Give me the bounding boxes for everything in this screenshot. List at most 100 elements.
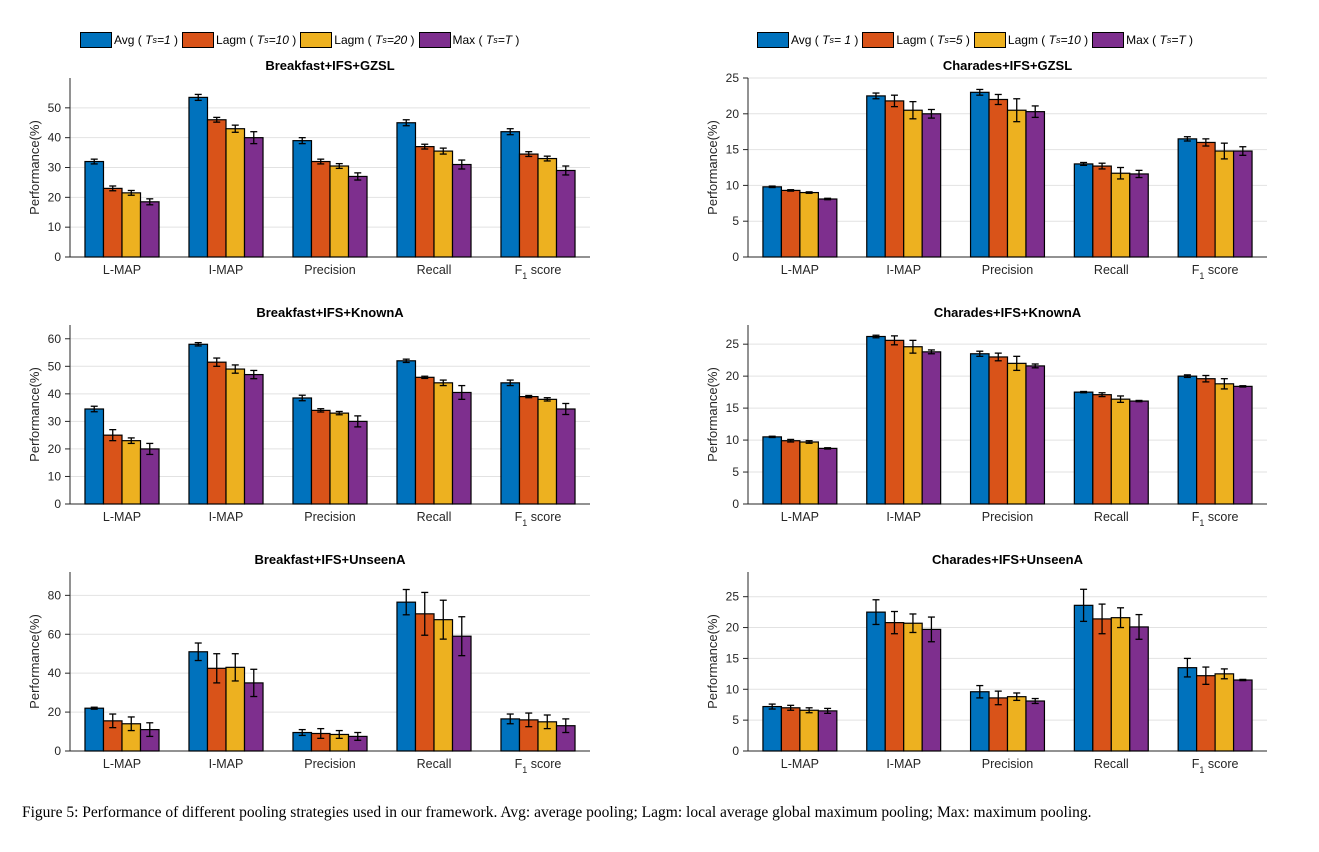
chart-panel: Breakfast+IFS+UnseenA 0 20 40 60 80 Performanc… [27,552,590,775]
bar [292,140,313,258]
x-tick-label: L-MAP [103,510,141,524]
legend-close: ) [174,33,179,47]
bar [1214,673,1235,752]
legend-close: ) [1084,33,1089,47]
bar [414,376,435,505]
bar [347,420,368,505]
y-tick-label: 25 [726,337,740,351]
y-tick-label: 80 [48,588,62,602]
legend-sub: s [382,35,387,45]
y-tick-label: 40 [48,387,62,401]
bar [225,128,246,258]
bar [1006,696,1027,752]
bar [780,707,801,752]
chart-title: Breakfast+IFS+GZSL [265,58,394,73]
y-tick-label: 50 [48,359,62,373]
bar [451,163,472,258]
bar [555,408,576,505]
bar [347,175,368,258]
bar [310,409,331,505]
y-tick-label: 10 [726,682,740,696]
bar [799,709,819,752]
x-tick-label: F1 score [1192,757,1239,775]
bar [969,691,990,752]
bar [451,391,472,505]
y-tick-label: 0 [732,744,739,758]
bar [329,412,350,505]
y-axis-label: Performance(%) [705,614,720,709]
bar [799,191,819,258]
legend-swatch-max [418,32,451,48]
bar [396,601,417,752]
legend-cond: =T [497,33,513,47]
bar [884,339,905,505]
bar [1025,111,1046,258]
bar [500,382,521,505]
bar [396,122,417,258]
legend-sub: s [1166,35,1172,45]
x-tick-label: I-MAP [886,510,921,524]
bar [1073,391,1094,505]
bar [1129,173,1149,258]
bar [84,160,105,258]
bar [1110,398,1131,505]
y-tick-label: 0 [54,744,61,758]
y-tick-label: 60 [48,332,62,346]
x-tick-label: Precision [982,263,1033,277]
legend-cond: =T [1171,33,1186,47]
bar [1232,679,1253,752]
x-tick-label: Recall [417,263,452,277]
bar [817,198,838,258]
bar [903,109,923,258]
x-tick-label: Precision [304,263,355,277]
bar [555,169,576,258]
bar [1025,700,1046,752]
legend-swatch-lagm [182,32,215,48]
chart-title: Breakfast+IFS+UnseenA [254,552,406,567]
legend-close: ) [965,33,970,47]
chart-panel: Breakfast+IFS+GZSL 0 10 20 30 40 50 Performance… [27,58,590,281]
y-tick-label: 60 [48,627,62,641]
bar [121,192,142,258]
y-tick-label: 20 [726,107,740,121]
bar [188,343,209,505]
bar [884,100,905,258]
bar [500,131,521,258]
bar [518,396,539,505]
bar [817,710,838,752]
legend-label: Lagm ( [1007,33,1046,47]
x-tick-label: I-MAP [886,263,921,277]
bar [414,146,435,258]
chart-title: Breakfast+IFS+KnownA [256,305,404,320]
legend-close: ) [410,33,415,47]
chart-title: Charades+IFS+KnownA [934,305,1082,320]
legend-sub: s [944,35,949,45]
x-tick-label: F1 score [515,757,562,775]
bar [1196,378,1216,505]
legend-label: Lagm ( [334,33,372,47]
bar [1177,667,1198,752]
bar [817,447,838,505]
y-tick-label: 40 [48,666,62,680]
bar [121,440,142,505]
bar [1129,400,1149,505]
bar [243,373,264,505]
y-tick-label: 20 [726,621,740,635]
x-tick-label: F1 score [1192,510,1239,528]
bar [1214,383,1235,505]
legend-swatch-lagm [862,32,895,48]
bar [988,98,1009,258]
legend-cond: =20 [386,33,408,47]
bar [1196,675,1216,752]
y-tick-label: 0 [54,250,61,264]
legend-cond: =5 [948,33,963,47]
legend-var: T [1159,33,1167,47]
bar [762,186,783,258]
bar [188,651,209,752]
figure-caption: Figure 5: Performance of different pooli… [22,804,1092,821]
bar [1092,165,1112,258]
x-tick-label: L-MAP [103,263,141,277]
